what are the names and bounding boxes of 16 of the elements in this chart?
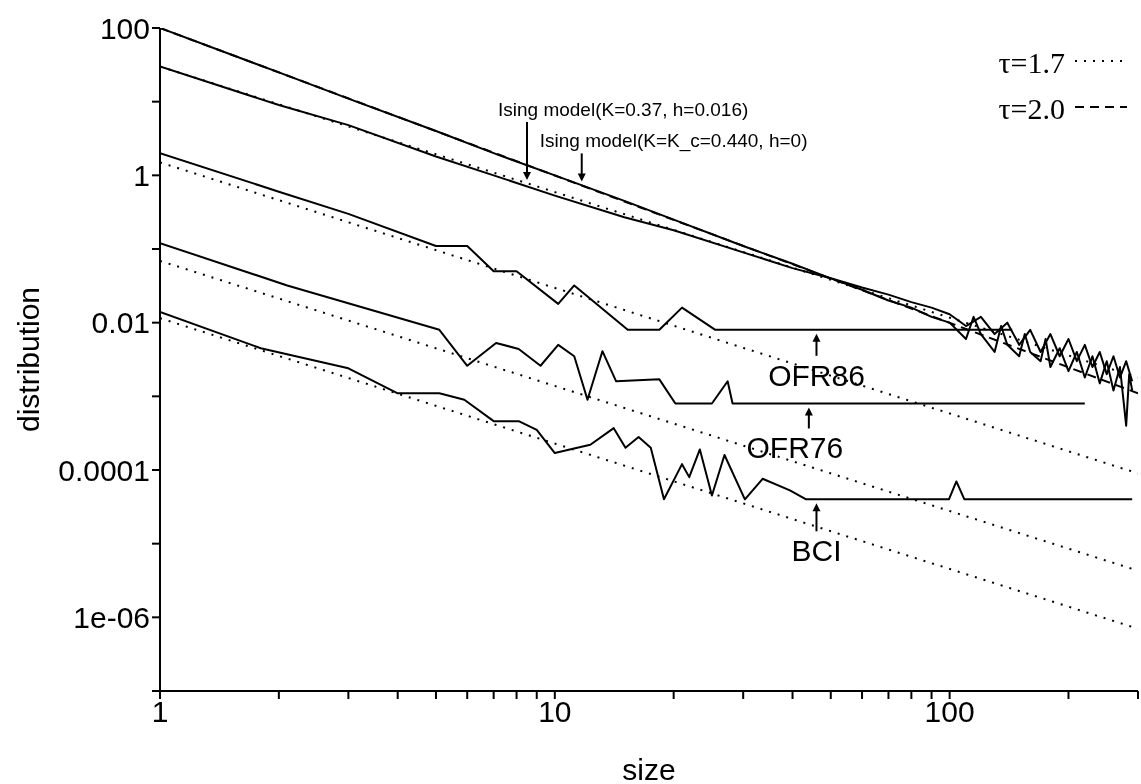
y-tick-label: 100 (99, 11, 150, 45)
y-tick-label: 1 (133, 158, 150, 192)
annotation: OFR76 (746, 431, 844, 465)
y-tick-label: 0.01 (91, 306, 150, 340)
y-axis-title: distribution (11, 286, 45, 433)
annotation: BCI (791, 534, 842, 568)
y-tick-label: 1e-06 (73, 600, 150, 634)
y-tick-label: 0.0001 (58, 453, 150, 487)
x-tick-label: 10 (538, 695, 572, 729)
annotation: Ising model(K=0.37, h=0.016) (498, 99, 749, 120)
x-axis-title: size (622, 753, 676, 784)
legend-label: τ=1.7 (998, 46, 1065, 80)
legend-label: τ=2.0 (998, 92, 1065, 126)
annotation: OFR86 (768, 358, 865, 392)
annotation: Ising model(K=K_c=0.440, h=0) (539, 130, 808, 153)
x-tick-label: 100 (924, 695, 975, 729)
